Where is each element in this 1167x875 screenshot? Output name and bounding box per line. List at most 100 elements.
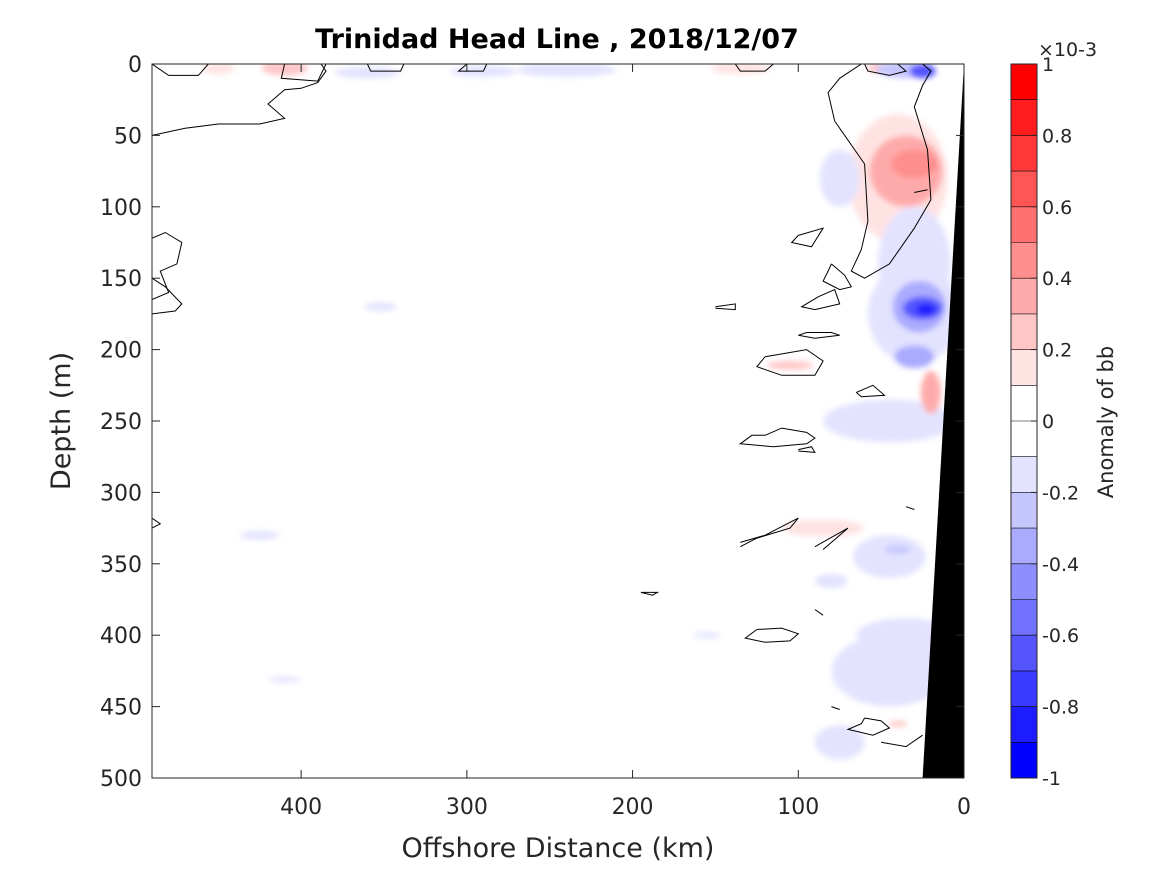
zero-contour-25	[846, 717, 891, 736]
zero-contour-8	[152, 277, 183, 315]
plot-area	[151, 63, 965, 779]
zero-contour-5	[734, 64, 774, 72]
anomaly-patch-19	[823, 399, 956, 443]
colorbar-band-15	[1011, 599, 1037, 636]
y-tick-label: 400	[100, 624, 142, 649]
zero-contour-29	[905, 506, 915, 510]
anomaly-patch-0	[261, 64, 308, 76]
colorbar-tick-label: 0.8	[1042, 125, 1072, 147]
colorbar-band-4	[1011, 206, 1037, 243]
zero-contour-22	[640, 591, 660, 596]
zero-contour-21	[814, 527, 849, 550]
zero-contour-18	[738, 427, 816, 448]
x-tick-label: 300	[446, 795, 488, 820]
zero-contour-3	[366, 64, 405, 72]
zero-contour-26	[881, 734, 923, 748]
zero-contour-7	[152, 231, 183, 301]
anomaly-patch-31	[268, 676, 302, 683]
colorbar-tick-label: 0	[1042, 411, 1054, 433]
colorbar-tick-label: -0.6	[1042, 625, 1079, 647]
colorbar-band-16	[1011, 635, 1037, 671]
anomaly-patch-24	[852, 535, 926, 579]
y-tick-label: 500	[100, 767, 142, 792]
y-tick-label: 50	[114, 124, 142, 149]
colorbar-band-1	[1011, 99, 1037, 136]
colorbar-label: Anomaly of bb	[1094, 346, 1118, 498]
anomaly-patch-6	[334, 66, 401, 79]
zero-contour-10	[827, 64, 932, 279]
y-tick-label: 100	[100, 196, 142, 221]
colorbar-band-0	[1011, 64, 1037, 100]
zero-contour-27	[814, 609, 824, 616]
colorbar-multiplier: ×10-3	[1038, 39, 1097, 61]
anomaly-patch-20	[920, 371, 941, 414]
zero-contour-4	[457, 64, 488, 72]
zero-contour-12	[790, 227, 825, 248]
colorbar-tick-label: 1	[1042, 54, 1054, 76]
colorbar-tick-label: -0.4	[1042, 554, 1079, 576]
colorbar-band-19	[1011, 742, 1037, 778]
x-axis-ticks: 400 300 200 100 0	[280, 64, 971, 820]
anomaly-patch-5	[516, 64, 616, 77]
anomaly-patch-21	[766, 361, 814, 370]
colorbar-tick-label: 0.4	[1042, 268, 1072, 290]
anomaly-patch-25	[884, 545, 911, 554]
colorbar-tick-label: -0.2	[1042, 482, 1079, 504]
colorbar-ticks: 1 0.8 0.6 0.4 0.2 0 -0.2 -0.4 -0.6 -0.8 -1	[1031, 54, 1079, 790]
anomaly-patch-22	[364, 302, 398, 312]
zero-contour-24	[831, 706, 840, 710]
colorbar-band-9	[1011, 385, 1037, 421]
zero-contour-1	[152, 64, 327, 136]
zero-contour-11	[822, 263, 853, 291]
zero-contour-19	[798, 446, 816, 453]
colorbar-tick-label: -1	[1042, 768, 1061, 790]
y-tick-label: 450	[100, 696, 142, 721]
zero-contour-28	[914, 189, 928, 193]
anomaly-patch-18	[894, 345, 935, 369]
anomaly-patch-26	[814, 573, 849, 589]
y-tick-label: 0	[128, 53, 142, 78]
anomaly-patch-33	[887, 720, 908, 727]
zero-contour-17	[855, 384, 886, 398]
colorbar-tick-label: -0.8	[1042, 697, 1079, 719]
anomaly-patch-32	[814, 725, 865, 760]
colorbar-band-12	[1011, 492, 1037, 529]
x-axis-label: Offshore Distance (km)	[402, 833, 715, 864]
colorbar-band-3	[1011, 171, 1037, 207]
x-tick-label: 0	[957, 795, 971, 820]
colorbar-band-2	[1011, 135, 1037, 172]
anomaly-patch-11	[891, 149, 938, 179]
colorbar-band-18	[1011, 706, 1037, 743]
colorbar-band-5	[1011, 242, 1037, 279]
chart-title: Trinidad Head Line , 2018/12/07	[315, 24, 799, 55]
y-axis-label: Depth (m)	[46, 352, 77, 490]
zero-contour-16	[756, 349, 824, 376]
colorbar-band-14	[1011, 563, 1037, 600]
zero-contour-0	[152, 64, 209, 76]
zero-contour-23	[744, 627, 800, 643]
y-tick-label: 150	[100, 267, 142, 292]
zero-contour-15	[798, 332, 840, 339]
x-tick-label: 200	[612, 795, 654, 820]
anomaly-patch-23	[781, 519, 865, 537]
seafloor-bathymetry	[922, 64, 964, 778]
anomaly-fills	[201, 64, 961, 760]
anomaly-patch-1	[201, 64, 235, 74]
colorbar-tick-label: 0.2	[1042, 340, 1072, 362]
y-tick-label: 300	[100, 481, 142, 506]
anomaly-patch-8	[909, 64, 936, 79]
y-axis-ticks: 0 50 100 150 200 250 300 350 400 450 500	[100, 53, 964, 792]
colorbar-band-13	[1011, 528, 1037, 564]
colorbar	[1010, 63, 1038, 779]
anomaly-patch-12	[819, 149, 860, 207]
y-tick-label: 350	[100, 553, 142, 578]
anomaly-patch-28	[831, 635, 948, 707]
zero-contour-20	[740, 517, 799, 548]
zero-contour-2	[280, 64, 327, 82]
y-tick-label: 250	[100, 410, 142, 435]
zero-contour-6	[864, 64, 908, 76]
colorbar-tick-label: 0.6	[1042, 197, 1072, 219]
colorbar-band-8	[1011, 349, 1037, 386]
zero-contours	[152, 64, 932, 748]
x-tick-label: 400	[280, 795, 322, 820]
